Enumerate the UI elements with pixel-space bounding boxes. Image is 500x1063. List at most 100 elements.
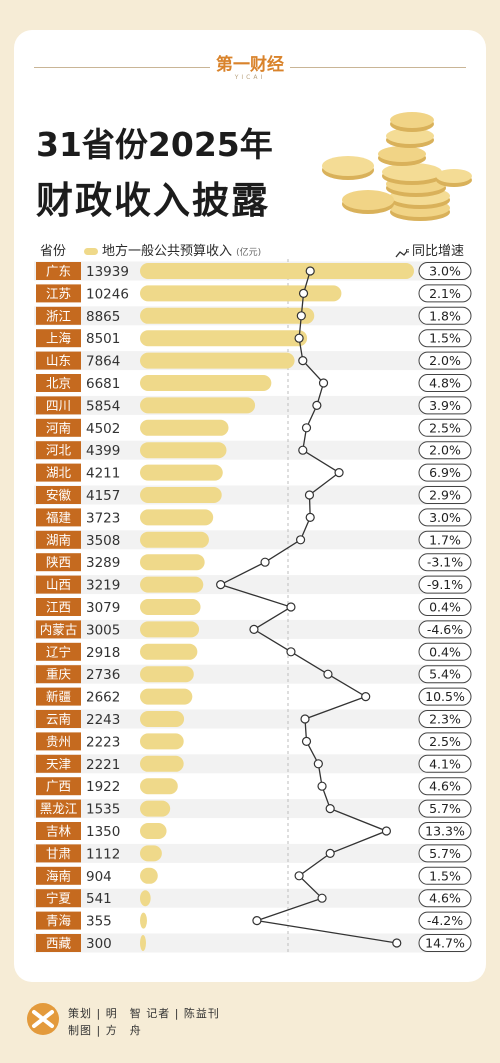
revenue-bar bbox=[140, 307, 315, 324]
revenue-value-label: 6681 bbox=[86, 376, 120, 392]
revenue-bar bbox=[140, 442, 227, 459]
revenue-value-label: 2918 bbox=[86, 645, 120, 661]
growth-point bbox=[260, 557, 270, 567]
revenue-value-label: 3723 bbox=[86, 510, 120, 526]
province-label: 宁夏 bbox=[46, 891, 72, 906]
growth-badge bbox=[418, 934, 472, 952]
revenue-value-label: 4157 bbox=[86, 488, 120, 504]
revenue-value-label: 7864 bbox=[86, 354, 120, 370]
growth-value-label: 0.4% bbox=[429, 644, 461, 659]
growth-badge bbox=[418, 642, 472, 661]
revenue-bar bbox=[140, 464, 223, 481]
growth-point bbox=[301, 423, 312, 433]
growth-badge bbox=[418, 911, 472, 930]
province-label-bg bbox=[36, 262, 81, 280]
growth-badge bbox=[418, 441, 472, 460]
growth-value-label: 2.0% bbox=[429, 353, 461, 368]
revenue-bar bbox=[140, 890, 151, 907]
revenue-bar bbox=[140, 375, 272, 391]
growth-point bbox=[294, 871, 304, 881]
growth-point bbox=[361, 691, 371, 702]
growth-value-label: 5.7% bbox=[429, 801, 461, 816]
province-label-bg bbox=[36, 396, 81, 415]
revenue-value-label: 8501 bbox=[86, 331, 120, 347]
growth-badge bbox=[418, 530, 472, 549]
brand-divider-right bbox=[290, 67, 466, 68]
revenue-value-label: 1922 bbox=[86, 779, 120, 795]
yicai-logo-icon bbox=[27, 1003, 59, 1035]
province-label-bg bbox=[36, 530, 81, 549]
growth-badge bbox=[418, 486, 472, 504]
growth-value-label: 1.8% bbox=[429, 308, 461, 323]
growth-point bbox=[317, 781, 327, 791]
growth-value-label: 2.5% bbox=[429, 420, 461, 435]
revenue-bar bbox=[140, 419, 229, 436]
growth-point bbox=[252, 915, 262, 926]
province-label: 北京 bbox=[46, 376, 71, 391]
growth-value-label: 2.0% bbox=[429, 443, 461, 458]
header-revenue-label: 地方一般公共预算收入 bbox=[102, 244, 233, 259]
province-label-bg bbox=[36, 911, 81, 930]
growth-badge bbox=[418, 777, 472, 796]
growth-value-label: 1.5% bbox=[429, 331, 461, 346]
growth-badge bbox=[418, 284, 472, 303]
growth-value-label: 4.1% bbox=[429, 756, 461, 771]
growth-value-label: 4.8% bbox=[429, 376, 461, 391]
revenue-bar bbox=[140, 352, 295, 369]
growth-badge bbox=[418, 732, 472, 751]
growth-badge bbox=[418, 844, 472, 863]
growth-value-label: -4.6% bbox=[427, 622, 463, 637]
province-label: 吉林 bbox=[46, 824, 72, 839]
province-label: 湖南 bbox=[46, 532, 71, 547]
growth-point bbox=[249, 624, 259, 635]
province-label-bg bbox=[36, 575, 81, 594]
growth-point bbox=[301, 736, 312, 747]
growth-point bbox=[334, 468, 344, 478]
province-label: 江苏 bbox=[46, 286, 71, 301]
growth-badge bbox=[418, 620, 472, 639]
growth-point bbox=[286, 647, 296, 657]
growth-badge bbox=[418, 598, 472, 616]
revenue-bar bbox=[140, 643, 198, 660]
revenue-value-label: 3508 bbox=[86, 533, 120, 549]
growth-badge bbox=[418, 866, 472, 885]
province-label-bg bbox=[36, 710, 81, 728]
brand-logo: 第一财经 bbox=[216, 55, 284, 75]
revenue-bar bbox=[140, 487, 222, 503]
province-label-bg bbox=[36, 486, 81, 504]
growth-value-label: -4.2% bbox=[427, 913, 463, 928]
growth-value-label: 1.5% bbox=[429, 868, 461, 883]
growth-value-label: 3.0% bbox=[429, 264, 461, 279]
brand-subtitle: YICAI bbox=[234, 74, 266, 81]
growth-value-label: 1.7% bbox=[429, 532, 461, 547]
revenue-bar bbox=[140, 263, 414, 279]
revenue-value-label: 13939 bbox=[86, 264, 129, 280]
growth-point bbox=[298, 356, 308, 366]
growth-badge bbox=[418, 329, 472, 348]
province-label: 江西 bbox=[46, 600, 71, 615]
growth-value-label: 5.4% bbox=[429, 667, 461, 682]
revenue-value-label: 355 bbox=[86, 914, 112, 930]
revenue-value-label: 3219 bbox=[86, 578, 120, 594]
province-label: 黑龙江 bbox=[40, 801, 78, 816]
revenue-value-label: 3079 bbox=[86, 600, 120, 616]
province-label-bg bbox=[36, 799, 81, 818]
revenue-bar bbox=[140, 621, 200, 638]
revenue-bar bbox=[140, 755, 184, 772]
growth-point bbox=[325, 803, 335, 814]
province-label: 云南 bbox=[46, 712, 71, 727]
growth-point bbox=[300, 714, 310, 724]
province-label: 贵州 bbox=[46, 734, 71, 749]
province-label: 浙江 bbox=[46, 308, 71, 323]
growth-badge bbox=[418, 710, 472, 728]
growth-value-label: 2.1% bbox=[429, 286, 461, 301]
growth-point bbox=[296, 311, 306, 321]
gold-coins-illustration bbox=[322, 112, 472, 221]
revenue-value-label: 2221 bbox=[86, 757, 120, 773]
growth-value-label: 3.0% bbox=[429, 510, 461, 525]
revenue-bar bbox=[140, 800, 171, 817]
revenue-bar bbox=[140, 867, 158, 884]
header-revenue: 地方一般公共预算收入 (亿元) bbox=[84, 240, 261, 259]
growth-badge bbox=[418, 687, 472, 706]
bar-legend-icon bbox=[84, 248, 98, 255]
